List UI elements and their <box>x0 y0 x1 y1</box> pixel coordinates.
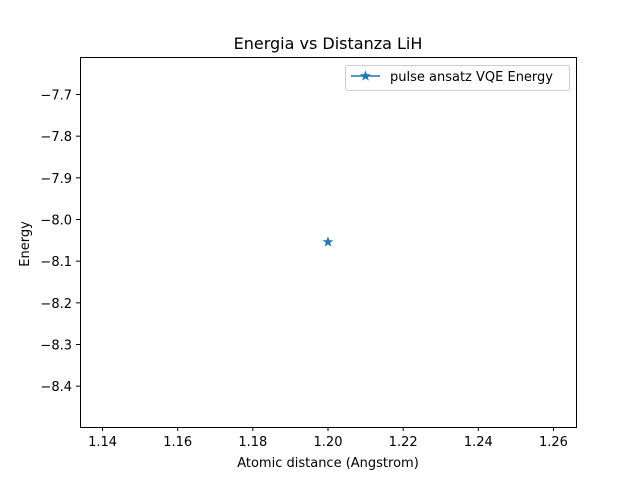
x-tick-label: 1.26 <box>539 435 568 450</box>
x-tick-label: 1.22 <box>389 435 418 450</box>
y-tick-label: −8.1 <box>40 255 72 270</box>
y-axis-label: Energy <box>18 221 33 267</box>
legend: pulse ansatz VQE Energy <box>345 65 570 91</box>
x-tick-label: 1.16 <box>163 435 192 450</box>
x-tick-label: 1.24 <box>464 435 493 450</box>
ticks-layer: 1.14 1.16 1.18 1.20 1.22 1.24 1.26 −7.7 −7.8 −7.9… <box>40 89 568 451</box>
x-tick-label: 1.20 <box>314 435 343 450</box>
y-tick-label: −7.7 <box>40 89 72 104</box>
y-tick-label: −8.0 <box>40 214 72 229</box>
legend-star-marker <box>360 70 371 81</box>
y-tick-label: −8.4 <box>40 380 72 395</box>
y-tick-label: −7.8 <box>40 130 72 145</box>
legend-label: pulse ansatz VQE Energy <box>390 70 553 85</box>
series-layer <box>322 236 334 247</box>
chart-title: Energia vs Distanza LiH <box>234 34 423 53</box>
plot-frame <box>80 57 577 428</box>
y-tick-label: −8.3 <box>40 339 72 354</box>
x-tick-label: 1.18 <box>238 435 267 450</box>
x-tick-label: 1.14 <box>88 435 117 450</box>
data-point-star-marker <box>322 236 334 247</box>
x-axis-label: Atomic distance (Angstrom) <box>237 456 419 471</box>
legend-box <box>345 65 570 91</box>
y-tick-label: −7.9 <box>40 172 72 187</box>
y-tick-label: −8.2 <box>40 297 72 312</box>
